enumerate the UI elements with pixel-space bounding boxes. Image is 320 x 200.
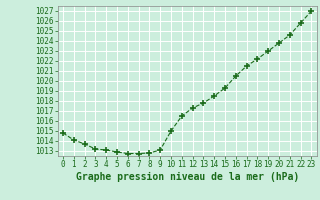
X-axis label: Graphe pression niveau de la mer (hPa): Graphe pression niveau de la mer (hPa) <box>76 172 299 182</box>
